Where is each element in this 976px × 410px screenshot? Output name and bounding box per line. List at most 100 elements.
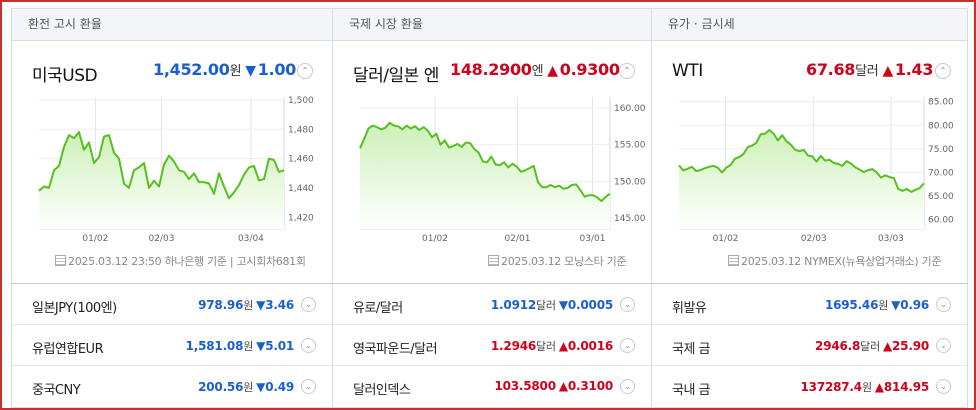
price: 67.68 [806, 60, 856, 79]
source-note: 2025.03.12 NYMEX(뉴욕상업거래소) 기준 [728, 253, 941, 269]
row-name: 일본JPY(100엔) [32, 301, 117, 316]
x-tick-label: 02/03 [149, 234, 175, 244]
currency-name: 미국USD [32, 66, 98, 86]
source-note: 2025.03.12 모닝스타 기준 [488, 253, 627, 269]
column-exchange-notice: 환전 고시 환율 미국USD 1,452.00원 ▼ 1.00 ⌃ 01/02 02/… [12, 9, 332, 407]
chevron-down-icon[interactable]: ⌄ [301, 297, 316, 312]
series-line [38, 131, 285, 200]
main-quote[interactable]: 미국USD 1,452.00원 ▼ 1.00 ⌃ [12, 41, 332, 89]
y-tick-label: 60.00 [928, 216, 954, 226]
list-item[interactable]: 중국CNY 200.56원 ▼0.49 ⌄ [12, 366, 332, 407]
chevron-down-icon[interactable]: ⌄ [936, 338, 951, 353]
column-header[interactable]: 국제 시장 환율 [333, 9, 651, 41]
y-tick-label: 1,500 [288, 96, 314, 106]
column-header[interactable]: 유가 · 금시세 [652, 9, 967, 41]
row-name: 국제 금 [672, 342, 711, 357]
row-price: 1.0912 [490, 298, 537, 312]
row-unit: 달러 [536, 299, 556, 312]
main-quote[interactable]: WTI 67.68달러 ▲ 1.43 ⌃ [652, 41, 967, 89]
change: 1.00 [257, 60, 297, 79]
list-item[interactable]: 휘발유 1695.46원 ▼0.96 ⌄ [652, 284, 967, 325]
chevron-down-icon[interactable]: ⌄ [301, 338, 316, 353]
price-unit: 달러 [855, 64, 879, 79]
row-change: 0.96 [900, 298, 929, 312]
chevron-up-icon[interactable]: ⌃ [297, 63, 313, 79]
source-text: 2025.03.12 NYMEX(뉴욕상업거래소) 기준 [741, 255, 942, 268]
rate-list: 일본JPY(100엔) 978.96 원 ▼ 3.46 ⌄ 유럽연합EUR 1,581.08… [12, 283, 332, 407]
up-arrow-icon: ▲ [547, 63, 558, 79]
row-value: 1.2946달러 ▲0.0016 [491, 338, 613, 354]
wti-chart: 01/02 02/03 03/03 60.00 65.00 70.00 75.00 80.00… [678, 97, 954, 244]
change: 0.9300 [559, 60, 620, 79]
row-name: 유로/달러 [353, 301, 403, 316]
up-arrow-icon: ▲ [883, 339, 893, 353]
source-note: 2025.03.12 23:50 하나은행 기준 | 고시회차681회 [55, 253, 306, 269]
x-tick-label: 02/01 [505, 234, 531, 244]
document-icon [728, 255, 739, 266]
column-oil-gold: 유가 · 금시세 WTI 67.68달러 ▲ 1.43 ⌃ 01/02 02/03 03… [651, 9, 967, 407]
usd-jpy-chart: 01/02 02/01 03/01 145.00 150.00 155.00 160.00 [359, 97, 646, 244]
document-icon [488, 255, 499, 266]
rate-list: 유로/달러 1.0912달러 ▼0.0005 ⌄ 영국파운드/달러 1.2946달러 ▲0… [333, 283, 651, 407]
x-tick-label: 01/02 [713, 234, 739, 244]
series-area [360, 122, 610, 229]
list-item[interactable]: 국내 금 137287.4원 ▲814.95 ⌄ [652, 366, 967, 407]
y-tick-label: 1,440 [288, 184, 314, 194]
chevron-down-icon[interactable]: ⌄ [620, 379, 635, 394]
row-unit: 원 [878, 299, 889, 312]
chevron-down-icon[interactable]: ⌄ [936, 379, 951, 394]
quote-value: 1,452.00원 ▼ 1.00 [153, 60, 296, 79]
chevron-up-icon[interactable]: ⌃ [619, 63, 635, 79]
series-line [678, 129, 925, 193]
x-tick-label: 01/02 [422, 234, 448, 244]
list-item[interactable]: 영국파운드/달러 1.2946달러 ▲0.0016 ⌄ [333, 325, 651, 366]
price-unit: 엔 [531, 64, 544, 79]
chevron-down-icon[interactable]: ⌄ [620, 338, 635, 353]
y-tick-label: 160.00 [614, 104, 646, 114]
main-quote[interactable]: 달러/일본 엔 148.2900엔 ▲ 0.9300 ⌃ [333, 41, 651, 89]
down-arrow-icon: ▼ [245, 63, 256, 79]
chevron-down-icon[interactable]: ⌄ [936, 297, 951, 312]
series-area [679, 130, 924, 229]
row-change: 25.90 [892, 339, 929, 353]
source-text: 2025.03.12 모닝스타 기준 [501, 255, 627, 268]
price-unit: 원 [229, 64, 242, 79]
row-name: 국내 금 [672, 383, 711, 398]
row-value: 200.56원 ▼0.49 [198, 379, 294, 395]
row-value: 1.0912달러 ▼0.0005 [491, 297, 613, 313]
y-tick-label: 70.00 [928, 168, 954, 178]
list-item[interactable]: 국제 금 2946.8달러 ▲25.90 ⌄ [652, 325, 967, 366]
currency-name: 달러/일본 엔 [353, 66, 439, 86]
y-tick-label: 1,420 [288, 213, 314, 223]
row-price: 137287.4 [800, 380, 863, 394]
row-change: 0.0016 [567, 339, 613, 353]
down-arrow-icon: ▼ [256, 380, 266, 394]
list-item[interactable]: 일본JPY(100엔) 978.96원 ▼3.46 ⌄ [12, 284, 332, 325]
x-tick-label: 03/04 [238, 234, 264, 244]
list-item[interactable]: 달러인덱스 103.5800 ▲0.3100 ⌄ [333, 366, 651, 407]
row-change: 814.95 [883, 380, 929, 394]
column-header[interactable]: 환전 고시 환율 [12, 9, 332, 41]
row-change: 0.0005 [567, 298, 613, 312]
row-price: 2946.8 [815, 339, 861, 353]
y-tick-label: 150.00 [614, 177, 646, 187]
y-tick-label: 145.00 [614, 214, 646, 224]
x-tick-label: 03/03 [878, 234, 904, 244]
quote-value: 67.68달러 ▲ 1.43 [806, 60, 934, 79]
row-price: 978.96 [198, 298, 244, 312]
y-tick-label: 65.00 [928, 192, 954, 202]
series-line [359, 121, 611, 203]
y-tick-label: 1,480 [288, 125, 314, 135]
row-unit: 원 [243, 340, 254, 353]
list-item[interactable]: 유럽연합EUR 1,581.08원 ▼5.01 ⌄ [12, 325, 332, 366]
source-text: 2025.03.12 23:50 하나은행 기준 | 고시회차681회 [68, 255, 306, 268]
row-change: 3.46 [265, 298, 294, 312]
row-price: 1695.46 [824, 298, 879, 312]
chevron-down-icon[interactable]: ⌄ [301, 379, 316, 394]
list-item[interactable]: 유로/달러 1.0912달러 ▼0.0005 ⌄ [333, 284, 651, 325]
chevron-down-icon[interactable]: ⌄ [620, 297, 635, 312]
y-tick-label: 80.00 [928, 121, 954, 131]
row-price: 200.56 [198, 380, 244, 394]
y-tick-label: 85.00 [928, 98, 954, 108]
chevron-up-icon[interactable]: ⌃ [935, 63, 951, 79]
